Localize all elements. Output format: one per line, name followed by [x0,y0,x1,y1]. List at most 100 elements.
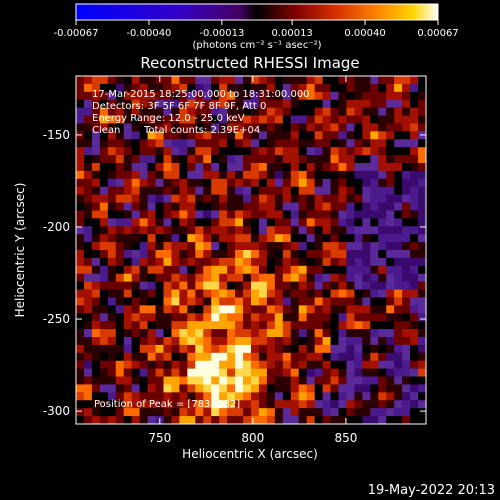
heatmap-cell [330,139,339,148]
heatmap-cell [330,408,339,417]
heatmap-cell [179,273,188,282]
heatmap-cell [195,344,204,354]
heatmap-cell [290,234,300,243]
heatmap-cell [171,194,180,203]
heatmap-cell [362,115,371,124]
heatmap-cell [290,321,300,330]
heatmap-cell [123,91,132,101]
heatmap-cell [338,392,347,401]
heatmap-cell [251,155,260,164]
heatmap-cell [306,392,315,401]
heatmap-cell [306,107,315,116]
heatmap-cell [139,170,148,180]
heatmap-cell [266,344,276,354]
heatmap-cell [147,218,156,227]
heatmap-cell [282,337,292,346]
heatmap-cell [115,337,125,346]
heatmap-cell [402,83,411,93]
heatmap-cell [266,360,276,369]
heatmap-cell [290,163,300,172]
heatmap-cell [115,155,125,164]
heatmap-cell [386,352,395,362]
heatmap-cell [306,321,315,330]
heatmap-cell [83,76,93,85]
heatmap-cell [362,352,371,362]
heatmap-cell [83,321,93,330]
heatmap-cell [322,281,331,290]
heatmap-cell [378,265,387,275]
heatmap-cell [386,139,395,148]
heatmap-cell [76,368,85,377]
heatmap-cell [91,170,101,180]
heatmap-cell [219,265,228,275]
heatmap-cell [274,344,284,354]
heatmap-cell [298,360,307,369]
heatmap-cell [76,416,85,425]
heatmap-cell [266,265,276,275]
heatmap-cell [378,131,387,140]
heatmap-cell [266,147,276,156]
heatmap-cell [83,257,93,267]
heatmap-cell [187,344,196,354]
heatmap-cell [235,360,244,369]
heatmap-cell [147,337,156,346]
heatmap-cell [163,408,172,417]
heatmap-cell [227,368,236,377]
heatmap-cell [235,194,244,203]
heatmap-cell [378,186,387,195]
heatmap-cell [322,376,331,385]
heatmap-cell [330,226,339,235]
heatmap-cell [298,226,307,235]
heatmap-cell [394,392,403,401]
heatmap-cell [76,234,85,243]
heatmap-cell [410,115,419,124]
heatmap-cell [290,329,300,338]
heatmap-cell [99,344,109,354]
heatmap-cell [227,257,236,267]
heatmap-cell [370,321,379,330]
heatmap-cell [370,178,379,188]
heatmap-cell [99,289,109,298]
heatmap-cell [370,400,379,409]
heatmap-cell [211,139,220,148]
heatmap-cell [211,170,220,180]
heatmap-cell [402,234,411,243]
heatmap-cell [203,250,212,259]
heatmap-cell [243,99,252,108]
heatmap-cell [155,352,164,362]
heatmap-cell [418,257,427,267]
heatmap-cell [386,155,395,164]
heatmap-cell [298,281,307,290]
heatmap-cell [219,123,228,132]
heatmap-cell [322,337,331,346]
heatmap-cell [362,273,371,282]
heatmap-cell [171,115,180,124]
heatmap-cell [219,170,228,180]
heatmap-cell [274,155,284,164]
heatmap-cell [123,289,132,298]
heatmap-cell [155,178,164,188]
heatmap-cell [410,83,419,93]
heatmap-cell [354,416,363,425]
heatmap-cell [76,273,85,282]
heatmap-cell [266,170,276,180]
heatmap-cell [386,384,395,393]
heatmap-cell [266,202,276,211]
colorbar-tick-label: -0.00067 [54,28,99,39]
heatmap-cell [187,131,196,140]
heatmap-cell [298,170,307,180]
heatmap-cell [227,76,236,85]
heatmap-cell [76,131,85,140]
heatmap-cell [298,408,307,417]
heatmap-cell [402,321,411,330]
heatmap-cell [346,194,355,203]
heatmap-cell [274,281,284,290]
heatmap-cell [282,234,292,243]
heatmap-cell [99,202,109,211]
heatmap-cell [115,400,125,409]
heatmap-cell [115,202,125,211]
heatmap-cell [227,194,236,203]
heatmap-cell [243,392,252,401]
heatmap-cell [266,91,276,101]
heatmap-cell [155,147,164,156]
